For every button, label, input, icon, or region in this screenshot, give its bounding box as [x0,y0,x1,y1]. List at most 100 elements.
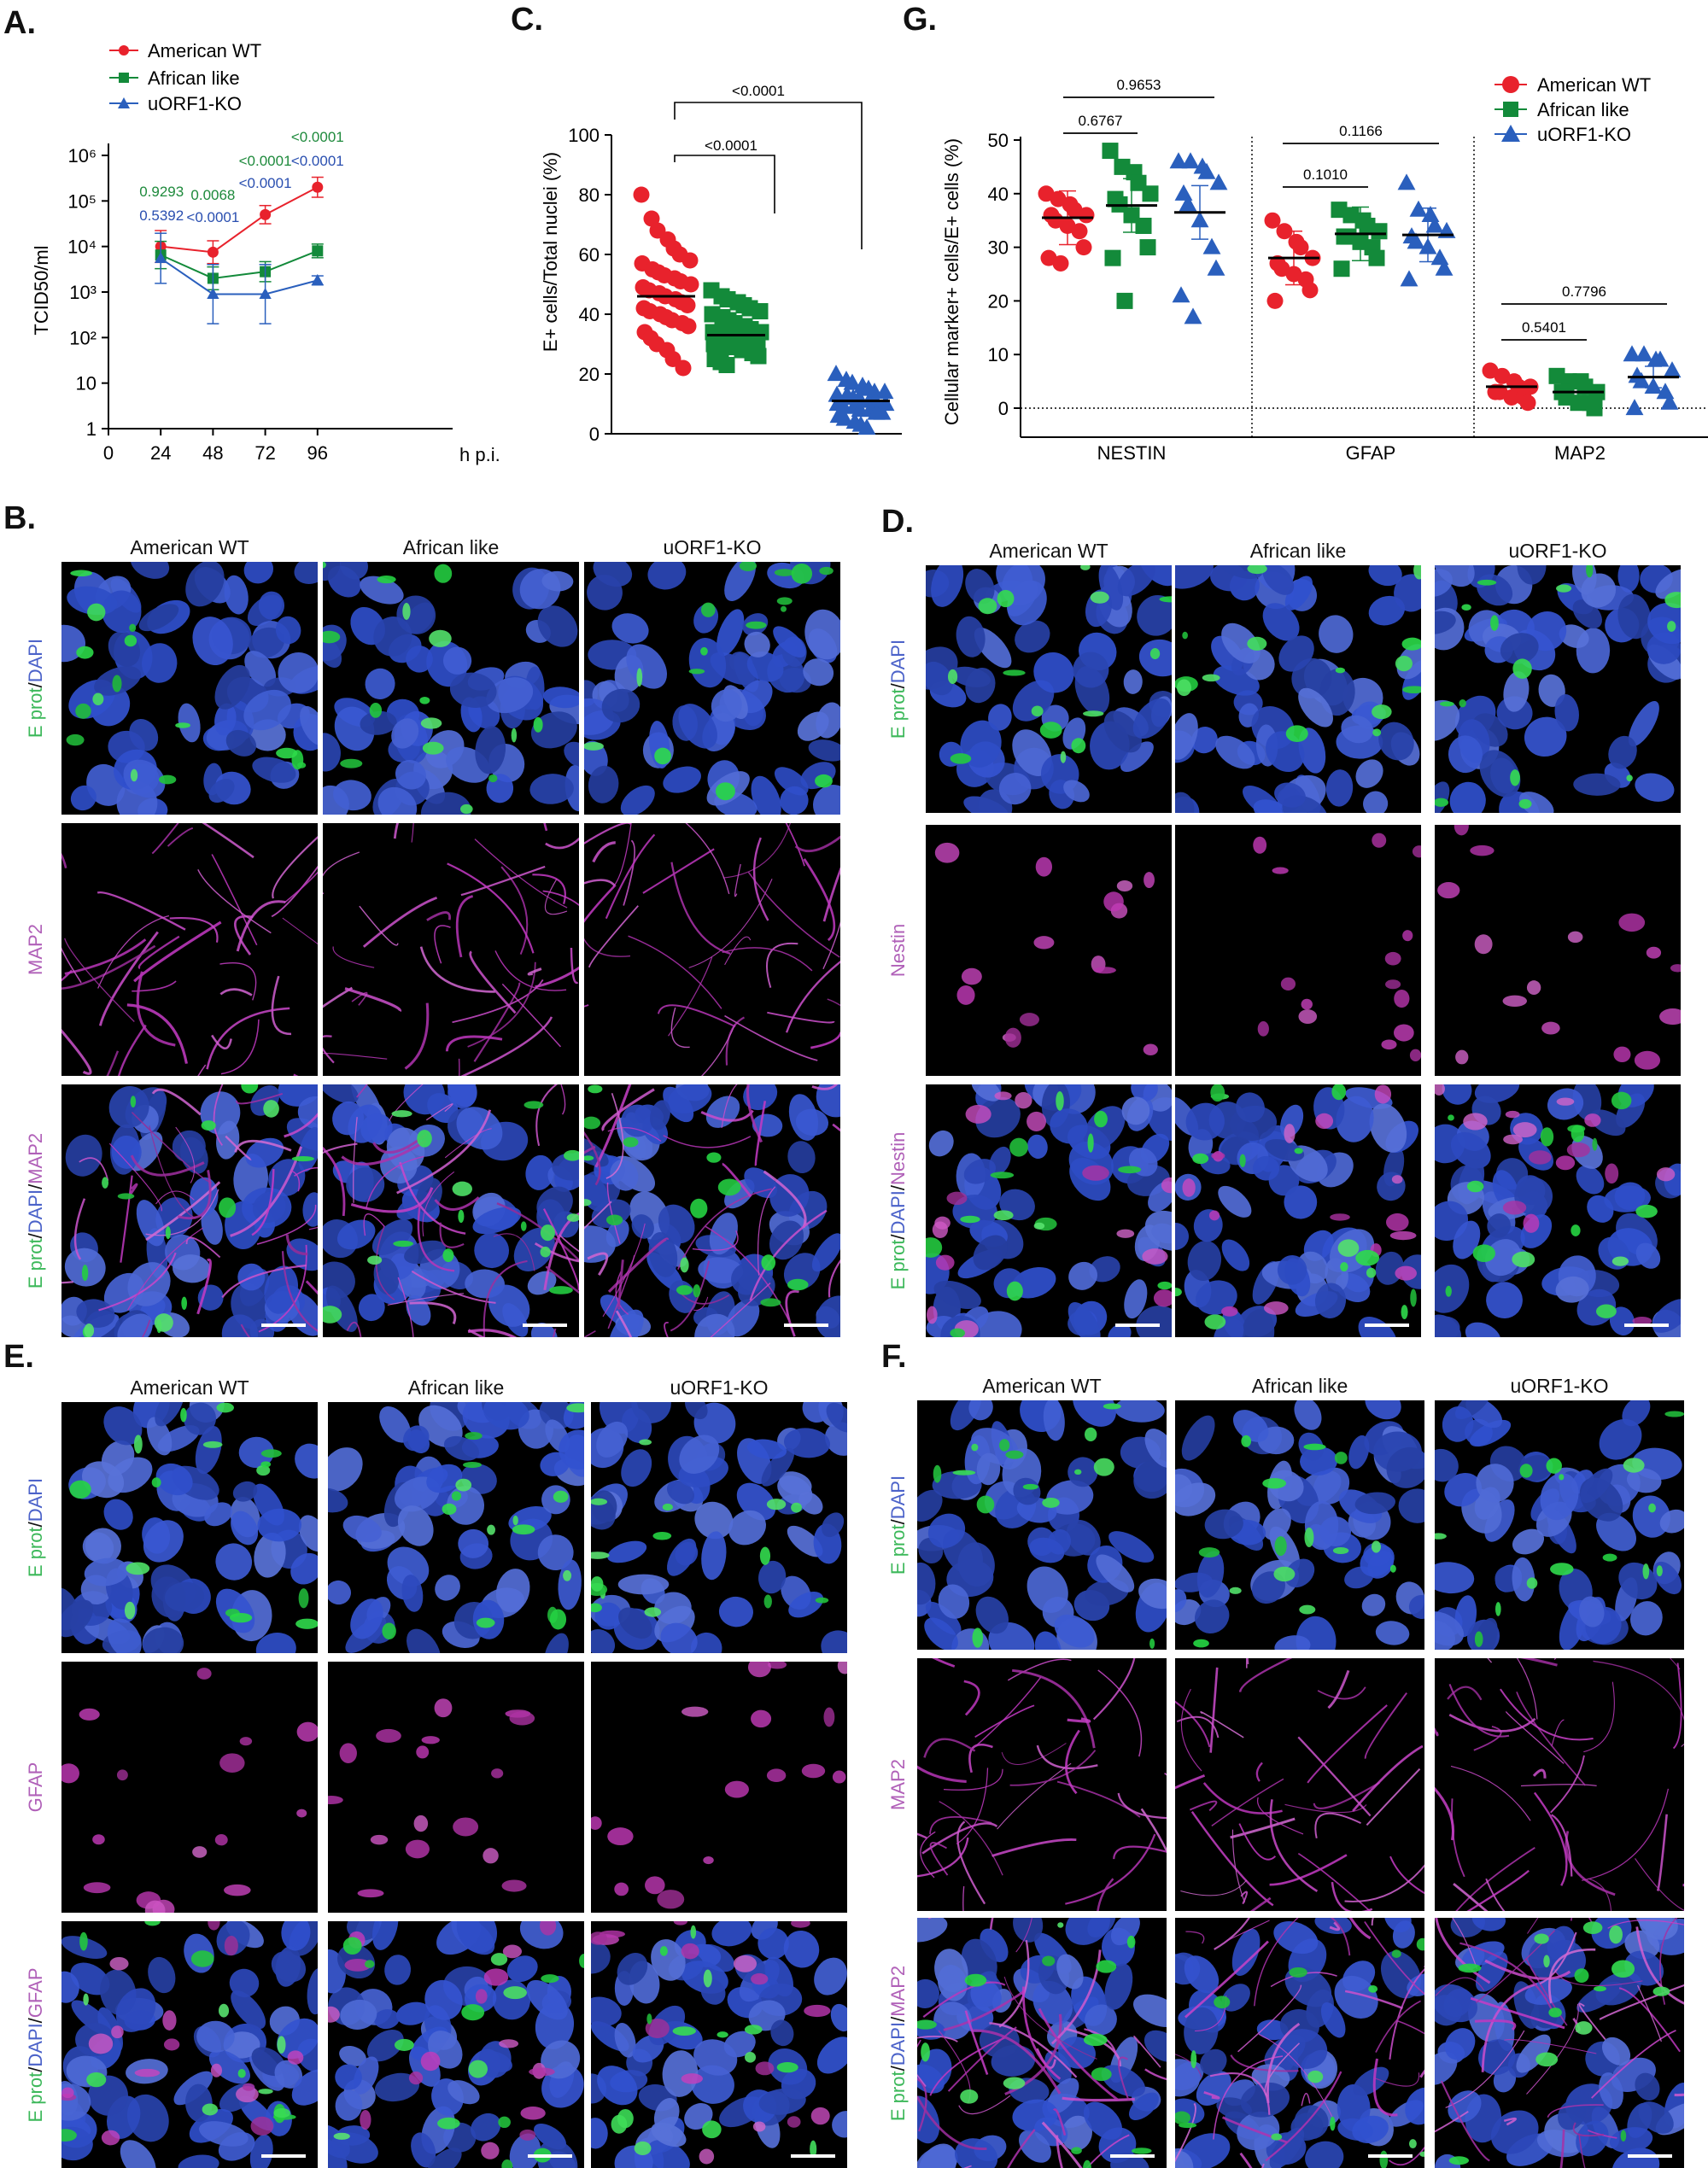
row-label-part: MAP2 [25,924,46,975]
a-pvalue-green: 0.9293 [139,184,184,200]
row-label-part: / [25,1183,46,1189]
b-col-title: uORF1-KO [663,536,762,558]
c-ytick-label: 40 [579,304,600,325]
e-panel-r3-c2 [328,1921,584,2168]
b-panel-r1-c2 [323,562,579,815]
g-ytick-label: 30 [988,237,1009,259]
g-data-point [1371,223,1388,240]
row-label-part: GFAP [25,1967,46,2018]
row-label-part: E prot [887,688,909,739]
g-data-point [1104,249,1121,266]
c-ytick-label: 80 [579,184,600,206]
a-ytick-label: 10³ [69,282,97,303]
g-ytick-label: 40 [988,184,1009,205]
row-label-part: GFAP [25,1762,46,1813]
chart-c-ylabel: E+ cells/Total nuclei (%) [540,152,561,352]
g-data-point [1418,237,1437,254]
g-data-point [1397,173,1416,190]
g-data-point [1169,152,1188,169]
legend-marker-uorf [118,97,130,108]
d-row-label-2: Nestin [887,924,910,977]
g-data-point [1172,286,1190,303]
row-label-part: E prot [25,1238,46,1289]
a-data-point [207,287,219,299]
f-col-title: American WT [982,1375,1102,1397]
d-panel-r3-c3 [1435,1084,1681,1337]
a-xtick-label: 0 [103,442,114,464]
g-data-point [1635,345,1653,362]
row-label-part: MAP2 [887,1965,909,2017]
b-panel-r2-c2 [323,823,579,1076]
row-label-part: DAPI [25,1189,46,1234]
c-data-point [875,383,894,400]
e-row-label-2: GFAP [25,1762,47,1813]
row-label-part: MAP2 [25,1132,46,1184]
row-label-part: / [887,2065,909,2071]
a-xtick-label: 48 [202,442,223,464]
g-data-point [1264,212,1281,229]
g-data-point [1292,239,1309,256]
legend-marker-american [119,45,129,56]
b-row-label-2: MAP2 [25,924,47,975]
a-ytick-label: 10⁴ [67,237,97,258]
row-label-part: DAPI [25,1477,46,1522]
panel-label-f: F. [881,1339,907,1375]
g-data-point [1632,371,1651,389]
g-data-point [1644,377,1663,394]
row-label-part: E prot [25,2072,46,2122]
g-data-point [1202,237,1221,254]
g-data-point [1266,292,1284,309]
b-panel-r3-c3 [584,1084,840,1337]
f-panel-r2-c2 [1175,1658,1424,1911]
b-panel-r3-c1 [61,1084,318,1337]
g-data-point [1207,259,1225,276]
g-data-point [1184,307,1202,324]
g-data-point [1519,394,1536,412]
g-comparison-label: 0.5401 [1522,319,1566,336]
f-panel-r3-c1 [917,1918,1167,2168]
g-data-point [1425,216,1444,233]
panel-label-b: B. [3,500,36,536]
d-panel-r1-c2 [1175,565,1421,813]
row-label-part: / [887,1234,909,1240]
g-category-label: GFAP [1346,442,1396,464]
c-data-point [681,252,699,269]
c-data-point [827,365,845,382]
a-data-point [312,181,324,193]
a-data-point [207,246,219,258]
chart-a: American WT African like uORF1-KO 1 10 10²… [31,40,500,465]
row-label-part: / [25,2017,46,2023]
a-xtick-label: 96 [307,442,328,464]
g-data-point [1102,143,1119,160]
c-data-point [643,210,660,227]
c-data-point [680,318,697,335]
g-comparison-label: 0.7796 [1562,283,1606,300]
g-data-point [1400,270,1418,287]
g-comparison-label: 0.6767 [1079,113,1123,129]
c-ytick-label: 100 [568,125,600,146]
scale-bar [261,2154,306,2158]
g-ytick-label: 0 [998,398,1009,419]
panel-label-a: A. [3,5,36,41]
g-ytick-label: 10 [988,344,1009,365]
g-legend-label-african: African like [1537,99,1629,120]
g-category-label: NESTIN [1097,442,1167,464]
chart-a-legend: American WT African like uORF1-KO [109,40,261,114]
g-data-point [1209,173,1228,190]
chart-g-legend: American WT African like uORF1-KO [1494,74,1651,145]
f-panel-r1-c1 [917,1400,1167,1650]
e-panel-r1-c1 [61,1402,318,1653]
scale-bar [1115,1324,1160,1327]
c-data-point [682,276,699,293]
scale-bar [784,1324,828,1327]
g-legend-marker-uorf [1501,125,1520,142]
row-label-part: Nestin [887,923,909,978]
scale-bar [1365,1324,1409,1327]
chart-g-ylabel: Cellular marker+ cells/E+ cells (%) [941,138,962,425]
legend-label-african: African like [148,67,240,89]
d-panel-r3-c1 [926,1084,1172,1337]
scale-bar [1110,2154,1155,2158]
d-panel-r1-c3 [1435,565,1681,813]
g-data-point [1333,260,1350,278]
g-data-point [1651,350,1670,367]
